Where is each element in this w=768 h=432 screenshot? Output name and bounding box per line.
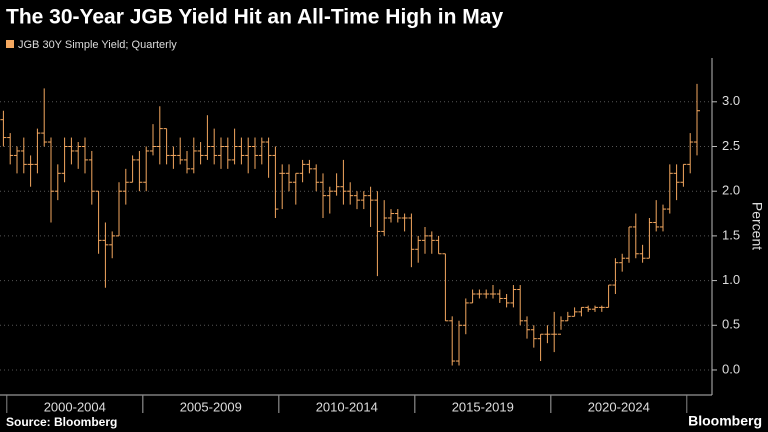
x-tick-label: 2000-2004 [44, 399, 106, 414]
y-tick-label: 2.5 [722, 138, 740, 153]
legend-label: JGB 30Y Simple Yield; Quarterly [18, 39, 177, 51]
x-tick-label: 2015-2019 [452, 399, 514, 414]
y-tick-label: 0.5 [722, 317, 740, 332]
source: Source: Bloomberg [6, 415, 117, 429]
y-tick-label: 1.5 [722, 227, 740, 242]
x-tick-label: 2010-2014 [316, 399, 378, 414]
chart-title: The 30-Year JGB Yield Hit an All-Time Hi… [6, 6, 503, 29]
x-tick-label: 2020-2024 [588, 399, 650, 414]
y-axis-label: Percent [749, 202, 765, 250]
y-tick-label: 2.0 [722, 183, 740, 198]
y-tick-label: 1.0 [722, 272, 740, 287]
legend-swatch [6, 40, 14, 48]
x-tick-label: 2005-2009 [180, 399, 242, 414]
y-tick-label: 0.0 [722, 361, 740, 376]
brand: Bloomberg [688, 413, 762, 429]
y-tick-label: 3.0 [722, 93, 740, 108]
